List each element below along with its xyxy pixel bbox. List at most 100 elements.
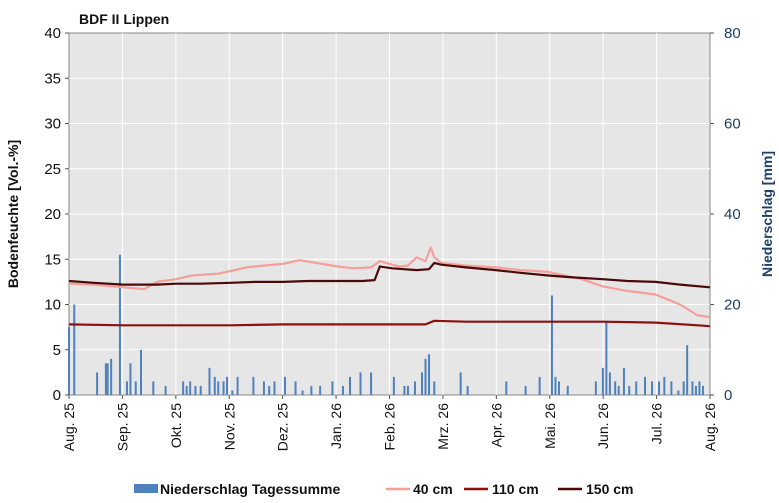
precip-bar [236, 376, 239, 395]
precip-bar [670, 381, 673, 395]
precip-bar [106, 363, 109, 395]
precip-bar [601, 367, 604, 395]
legend: Niederschlag Tagessumme 40 cm 110 cm 150… [134, 481, 633, 497]
y-tick-label: 15 [44, 251, 61, 268]
precip-bar [222, 381, 225, 395]
precip-bar [129, 363, 132, 395]
precip-bar [682, 381, 685, 395]
precip-bar [294, 381, 297, 395]
precip-bar [125, 381, 128, 395]
precip-bar [701, 385, 704, 395]
precip-bar [651, 381, 654, 395]
precip-bar [428, 354, 431, 395]
precip-bar [459, 372, 462, 395]
x-tick-label: Mai. 26 [542, 403, 558, 449]
legend-label-precip: Niederschlag Tagessumme [160, 481, 340, 497]
precip-bar [284, 376, 287, 395]
y-tick-label: 0 [53, 387, 61, 404]
y-axis-label: Bodenfeuchte [Vol.-%] [5, 140, 21, 288]
precip-bar [96, 372, 99, 395]
x-tick-label: Aug. 25 [61, 403, 77, 451]
precip-bar [189, 381, 192, 395]
right-y-axis-ticks: 0 20 40 60 80 [710, 25, 741, 404]
y-tick-label: 30 [44, 116, 61, 133]
precip-bar [550, 295, 553, 395]
precip-bar [370, 372, 373, 395]
precip-bar [554, 376, 557, 395]
precip-bar [691, 381, 694, 395]
chart-title: BDF II Lippen [79, 11, 169, 27]
precip-bar [182, 381, 185, 395]
precip-bar [199, 385, 202, 395]
x-tick-label: Mrz. 26 [435, 403, 451, 450]
precip-bar [73, 304, 76, 395]
precip-bar [566, 385, 569, 395]
y-tick-label: 35 [44, 70, 61, 87]
precip-bar [406, 385, 409, 395]
precip-bar [359, 372, 362, 395]
precip-bar [140, 349, 143, 395]
precip-bar [644, 376, 647, 395]
y2-tick-label: 0 [724, 387, 732, 404]
y2-tick-label: 60 [724, 116, 741, 133]
y-tick-label: 10 [44, 297, 61, 314]
precip-bar [698, 381, 701, 395]
y-tick-label: 40 [44, 25, 61, 42]
precip-bar [110, 358, 113, 395]
precip-bar [622, 367, 625, 395]
precip-bar [213, 376, 216, 395]
precip-bar [694, 385, 697, 395]
y-tick-label: 5 [53, 342, 61, 359]
precip-bar [608, 372, 611, 395]
precip-bar [164, 385, 167, 395]
precip-bar [420, 372, 423, 395]
precip-bar [331, 381, 334, 395]
precip-bar [341, 385, 344, 395]
precip-bar [268, 385, 271, 395]
x-tick-label: Jun. 26 [595, 403, 611, 449]
y-tick-label: 20 [44, 206, 61, 223]
precip-bar [185, 385, 188, 395]
precip-bar [538, 376, 541, 395]
y2-axis-label: Niederschlag [mm] [759, 151, 775, 277]
precip-bar [252, 376, 255, 395]
precip-bar [301, 390, 304, 395]
precip-bar [663, 376, 666, 395]
precip-bar [557, 381, 560, 395]
precip-bar [104, 363, 107, 395]
x-tick-label: Sep. 25 [114, 403, 130, 451]
precip-bar [433, 381, 436, 395]
precip-bar [273, 381, 276, 395]
x-tick-label: Feb. 26 [382, 403, 398, 451]
precip-bar [466, 385, 469, 395]
precip-bar [231, 390, 234, 395]
precip-bar [310, 385, 313, 395]
precip-bar [68, 327, 70, 395]
y2-tick-label: 80 [724, 25, 741, 42]
soil-moisture-lines [68, 246, 711, 328]
series-line-150cm [68, 261, 711, 289]
x-axis-ticks: Aug. 25 Sep. 25 Okt. 25 Nov. 25 Dez. 25 Jan. … [61, 395, 718, 451]
legend-label-40cm: 40 cm [413, 481, 453, 497]
precip-bar [194, 385, 197, 395]
precip-bar [348, 376, 351, 395]
precip-bar [628, 385, 631, 395]
precip-bar [319, 385, 322, 395]
x-tick-label: Nov. 25 [221, 403, 237, 450]
precip-bar [424, 358, 427, 395]
series-line-110cm [68, 319, 711, 328]
precip-bar [134, 381, 137, 395]
precip-bar [594, 381, 597, 395]
legend-label-150cm: 150 cm [586, 481, 633, 497]
precip-bar [392, 376, 395, 395]
y2-tick-label: 40 [724, 206, 741, 223]
x-tick-label: Jul. 26 [649, 403, 665, 444]
precip-bar [614, 381, 617, 395]
left-y-axis-ticks: 0 5 10 15 20 25 30 35 40 [44, 25, 69, 404]
precip-bar [413, 381, 416, 395]
legend-label-110cm: 110 cm [492, 481, 539, 497]
legend-swatch-precip [134, 484, 158, 493]
precip-bar [658, 381, 661, 395]
precip-bar [524, 385, 527, 395]
